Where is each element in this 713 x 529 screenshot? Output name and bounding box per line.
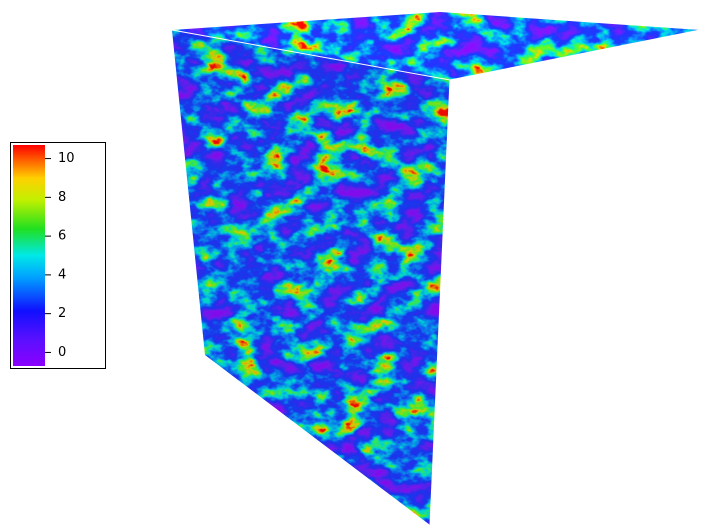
colorbar-gradient	[13, 145, 45, 366]
colorbar-tick-label: 6	[58, 229, 66, 244]
colorbar: 0 2 4 6 8 10	[10, 142, 106, 369]
cube	[171, 12, 701, 526]
colorbar-tick-label: 10	[58, 151, 75, 166]
colorbar-tick-label: 0	[58, 345, 66, 360]
cube-edge	[429, 79, 451, 526]
colorbar-tick-label: 2	[58, 306, 66, 321]
colorbar-tick-label: 4	[58, 267, 66, 282]
cube-shade	[172, 30, 450, 525]
colorbar-tick-label: 8	[58, 190, 66, 205]
